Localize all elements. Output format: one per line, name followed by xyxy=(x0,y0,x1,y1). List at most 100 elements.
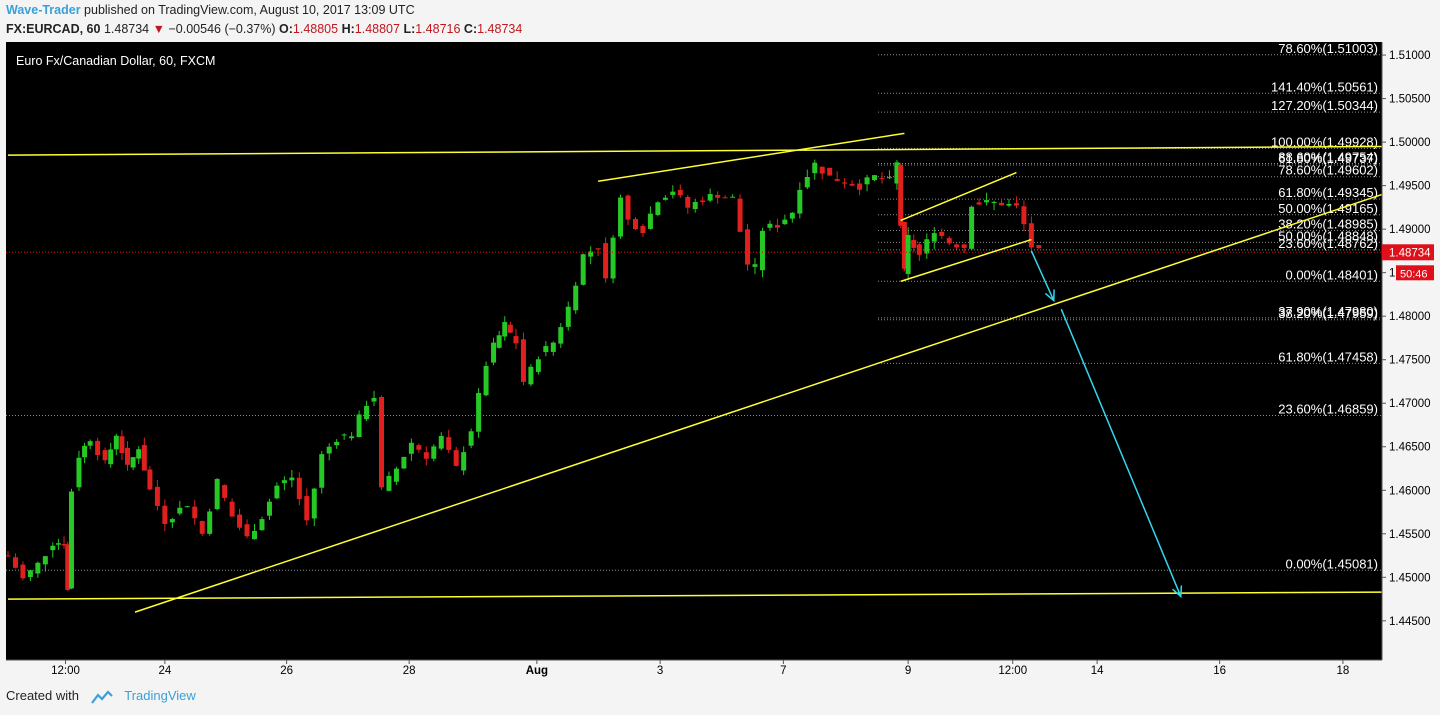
candle-body xyxy=(1036,245,1042,249)
fib-label-4: 88.60%(1.49754) xyxy=(1278,150,1378,165)
candle-body xyxy=(281,480,287,484)
close-label: C: xyxy=(463,22,478,36)
candle-body xyxy=(431,446,437,459)
chart-title: Euro Fx/Canadian Dollar, 60, FXCM xyxy=(16,54,215,68)
high-label: H: xyxy=(341,22,355,36)
candle-body xyxy=(797,189,803,214)
candle-body xyxy=(393,468,399,482)
publisher-link[interactable]: Wave-Trader xyxy=(6,3,81,17)
y-axis-panel xyxy=(1382,42,1438,682)
candle-body xyxy=(311,488,317,519)
candle-body xyxy=(296,477,302,499)
candle-body xyxy=(507,324,513,333)
y-tick-label-1: 1.50500 xyxy=(1389,94,1431,106)
candle-body xyxy=(453,450,459,466)
candle-body xyxy=(379,396,384,488)
candle-body xyxy=(812,162,818,174)
candle-body xyxy=(147,469,153,490)
projection-arrowhead-1 xyxy=(1172,585,1183,599)
candle-body xyxy=(65,544,71,590)
candle-body xyxy=(42,556,48,565)
candle-body xyxy=(113,435,119,450)
candle-body xyxy=(27,570,33,578)
candle-body xyxy=(759,230,765,271)
candle-body xyxy=(819,166,825,174)
chart-area[interactable]: Euro Fx/Canadian Dollar, 60, FXCM 78.60%(… xyxy=(5,41,1438,682)
candle-body xyxy=(20,564,26,579)
trendline-rising-support xyxy=(134,193,1383,613)
y-tick-label-0: 1.51000 xyxy=(1389,50,1431,62)
candle-body xyxy=(991,201,997,204)
candle-body xyxy=(647,213,653,229)
candle-body xyxy=(924,239,930,254)
fib-label-11: 23.60%(1.48762) xyxy=(1278,236,1378,251)
fib-label-16: 23.60%(1.46859) xyxy=(1278,401,1378,416)
fib-label-3: 100.00%(1.49928) xyxy=(1271,134,1378,149)
trendline-channel-bottom xyxy=(900,238,1032,283)
candle-body xyxy=(334,441,340,446)
tradingview-logo-icon xyxy=(90,689,113,704)
candle-body xyxy=(162,505,168,524)
candle-body xyxy=(386,475,392,491)
candle-body xyxy=(700,200,706,203)
x-tick-label-10: 16 xyxy=(1213,665,1226,677)
fib-label-10: 50.00%(1.48848) xyxy=(1278,228,1378,243)
countdown-label: 50:46 xyxy=(1400,268,1428,280)
x-tick-label-8: 12:00 xyxy=(998,665,1027,677)
candle-body xyxy=(371,397,377,402)
candle-body xyxy=(214,479,220,510)
candle-body xyxy=(550,342,556,352)
candle-body xyxy=(446,437,452,450)
candles xyxy=(5,159,1042,592)
candle-body xyxy=(169,519,175,523)
candle-body xyxy=(356,414,362,438)
projection-arrow-0 xyxy=(1030,250,1055,301)
candle-body xyxy=(416,445,422,450)
x-tick-label-11: 18 xyxy=(1336,665,1349,677)
candle-body xyxy=(543,346,549,353)
candle-body xyxy=(827,167,833,176)
candle-body xyxy=(677,189,683,196)
candle-body xyxy=(804,176,810,188)
candle-body xyxy=(625,195,631,220)
candle-body xyxy=(894,162,900,184)
candle-body xyxy=(573,285,579,311)
candle-body xyxy=(774,224,780,228)
y-tick-label-3: 1.49500 xyxy=(1389,181,1431,193)
x-tick-label-6: 7 xyxy=(780,665,786,677)
candle-body xyxy=(341,434,347,436)
candle-body xyxy=(438,436,444,449)
x-axis-panel xyxy=(6,660,1382,682)
candle-body xyxy=(580,254,586,285)
x-tick-label-1: 24 xyxy=(158,665,171,677)
candle-body xyxy=(528,366,534,385)
candle-body xyxy=(849,183,855,186)
candle-body xyxy=(461,452,467,471)
candle-body xyxy=(767,223,773,228)
projection-arrow-1 xyxy=(1060,308,1182,597)
candle-body xyxy=(55,543,61,545)
fib-label-6: 78.60%(1.49602) xyxy=(1278,163,1378,178)
plot-background xyxy=(6,42,1382,660)
fib-label-2: 127.20%(1.50344) xyxy=(1271,98,1378,113)
candle-body xyxy=(692,202,698,210)
x-tick-label-3: 28 xyxy=(403,665,416,677)
candle-body xyxy=(905,234,911,274)
candle-body xyxy=(954,244,960,248)
candle-body xyxy=(685,197,691,208)
x-tick-label-2: 26 xyxy=(280,665,293,677)
candle-body xyxy=(565,306,571,327)
fib-label-12: 0.00%(1.48401) xyxy=(1285,267,1378,282)
candle-body xyxy=(102,450,108,461)
y-tick-label-8: 1.47000 xyxy=(1389,398,1431,410)
tradingview-link[interactable]: TradingView xyxy=(124,688,196,703)
candle-body xyxy=(61,544,67,546)
price-chart[interactable]: Euro Fx/Canadian Dollar, 60, FXCM 78.60%(… xyxy=(5,41,1438,682)
last-price-tag xyxy=(1382,244,1434,261)
candle-body xyxy=(737,198,743,232)
candle-body xyxy=(730,196,736,198)
y-tick-label-4: 1.49000 xyxy=(1389,224,1431,236)
candle-body xyxy=(969,206,975,249)
published-text: published on TradingView.com, August 10,… xyxy=(80,3,415,17)
x-tick-label-0: 12:00 xyxy=(51,665,80,677)
